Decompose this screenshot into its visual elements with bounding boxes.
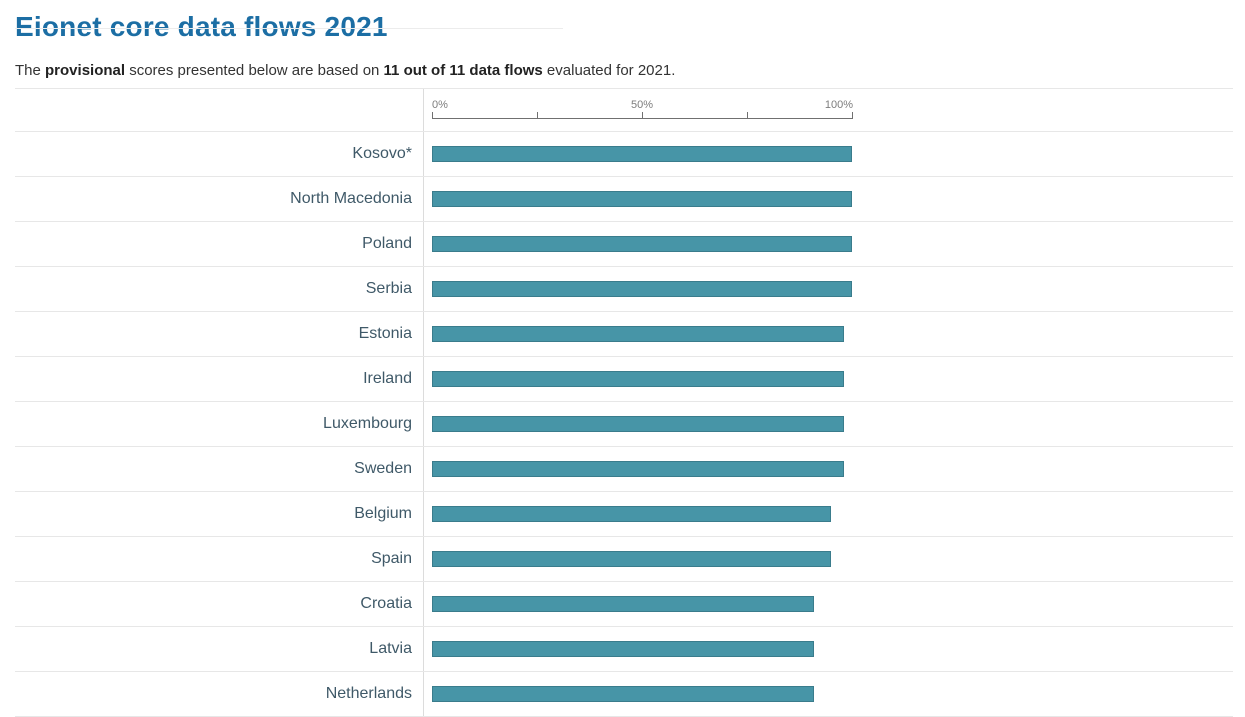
score-bar[interactable]: [432, 191, 852, 207]
score-bar[interactable]: [432, 461, 844, 477]
country-bar-cell: [424, 627, 1233, 671]
country-label-cell: Luxembourg: [15, 402, 424, 446]
country-row: Serbia: [15, 267, 1233, 312]
country-label-cell: Sweden: [15, 447, 424, 491]
axis-col: 0% 50% 100%: [424, 89, 1233, 131]
country-row: Poland: [15, 222, 1233, 267]
score-bar[interactable]: [432, 551, 831, 567]
axis-tick: [642, 111, 643, 119]
country-row: Latvia: [15, 627, 1233, 672]
axis-row-label-spacer: [15, 89, 424, 131]
score-bar[interactable]: [432, 146, 852, 162]
axis-row: 0% 50% 100%: [15, 89, 1233, 132]
country-bar-cell: [424, 222, 1233, 266]
title-underline: [15, 28, 563, 29]
country-bar-cell: [424, 447, 1233, 491]
country-label[interactable]: Luxembourg: [323, 415, 412, 432]
country-label-cell: Belgium: [15, 492, 424, 536]
country-bar-cell: [424, 537, 1233, 581]
country-row: Luxembourg: [15, 402, 1233, 447]
country-label-cell: Croatia: [15, 582, 424, 626]
country-label[interactable]: Poland: [362, 235, 412, 252]
country-bar-cell: [424, 357, 1233, 401]
axis-tick: [432, 111, 433, 119]
score-bar[interactable]: [432, 371, 844, 387]
country-label[interactable]: Ireland: [363, 370, 412, 387]
country-label-cell: Latvia: [15, 627, 424, 671]
country-row: Croatia: [15, 582, 1233, 627]
country-row: Spain: [15, 537, 1233, 582]
country-label-cell: Poland: [15, 222, 424, 266]
score-bar[interactable]: [432, 641, 815, 657]
percent-axis: 0% 50% 100%: [432, 89, 853, 132]
subtitle-text: scores presented below are based on: [125, 62, 384, 79]
page-title: Eionet core data flows 2021: [15, 10, 388, 42]
score-bar[interactable]: [432, 236, 852, 252]
country-label[interactable]: Sweden: [354, 460, 412, 477]
subtitle-text: evaluated for 2021.: [542, 62, 676, 79]
chart-subtitle: The provisional scores presented below a…: [15, 61, 675, 81]
country-label[interactable]: Belgium: [354, 505, 412, 522]
country-label-cell: Kosovo*: [15, 132, 424, 176]
country-row: Estonia: [15, 312, 1233, 357]
country-label-cell: Estonia: [15, 312, 424, 356]
score-bar[interactable]: [432, 281, 852, 297]
country-label[interactable]: Kosovo*: [352, 145, 412, 162]
score-bar[interactable]: [432, 416, 844, 432]
country-row: Kosovo*: [15, 132, 1233, 177]
country-row: Ireland: [15, 357, 1233, 402]
country-row: North Macedonia: [15, 177, 1233, 222]
country-label-cell: Serbia: [15, 267, 424, 311]
country-bar-cell: [424, 312, 1233, 356]
score-bar[interactable]: [432, 326, 844, 342]
country-label[interactable]: North Macedonia: [290, 190, 412, 207]
axis-tick: [852, 111, 853, 119]
country-label-cell: Spain: [15, 537, 424, 581]
country-bar-cell: [424, 177, 1233, 221]
axis-tick: [747, 111, 748, 119]
axis-tick-label-50: 50%: [630, 98, 654, 111]
country-label-cell: North Macedonia: [15, 177, 424, 221]
country-label[interactable]: Netherlands: [325, 685, 412, 702]
score-bar[interactable]: [432, 596, 815, 612]
country-label[interactable]: Latvia: [369, 640, 412, 657]
score-bar[interactable]: [432, 506, 831, 522]
country-label[interactable]: Serbia: [365, 280, 412, 297]
axis-tick-label-100: 100%: [824, 98, 853, 111]
chart-rows: Kosovo* North Macedonia Poland Serbia Es: [15, 132, 1233, 717]
country-bar-cell: [424, 672, 1233, 716]
country-bar-cell: [424, 492, 1233, 536]
country-label-cell: Ireland: [15, 357, 424, 401]
country-bar-cell: [424, 402, 1233, 446]
country-label[interactable]: Spain: [371, 550, 412, 567]
country-label[interactable]: Estonia: [358, 325, 412, 342]
core-dataflows-chart: 0% 50% 100% Kosovo* North Macedonia Pola…: [15, 88, 1233, 717]
subtitle-bold-provisional: provisional: [45, 62, 126, 79]
axis-tick-label-0: 0%: [432, 98, 448, 111]
subtitle-text: The: [15, 62, 46, 79]
country-row: Sweden: [15, 447, 1233, 492]
country-row: Netherlands: [15, 672, 1233, 717]
country-row: Belgium: [15, 492, 1233, 537]
country-bar-cell: [424, 132, 1233, 176]
country-label[interactable]: Croatia: [360, 595, 412, 612]
country-bar-cell: [424, 582, 1233, 626]
axis-tick: [537, 111, 538, 119]
country-label-cell: Netherlands: [15, 672, 424, 716]
country-bar-cell: [424, 267, 1233, 311]
subtitle-bold-dataflows: 11 out of 11 data flows: [383, 62, 543, 79]
